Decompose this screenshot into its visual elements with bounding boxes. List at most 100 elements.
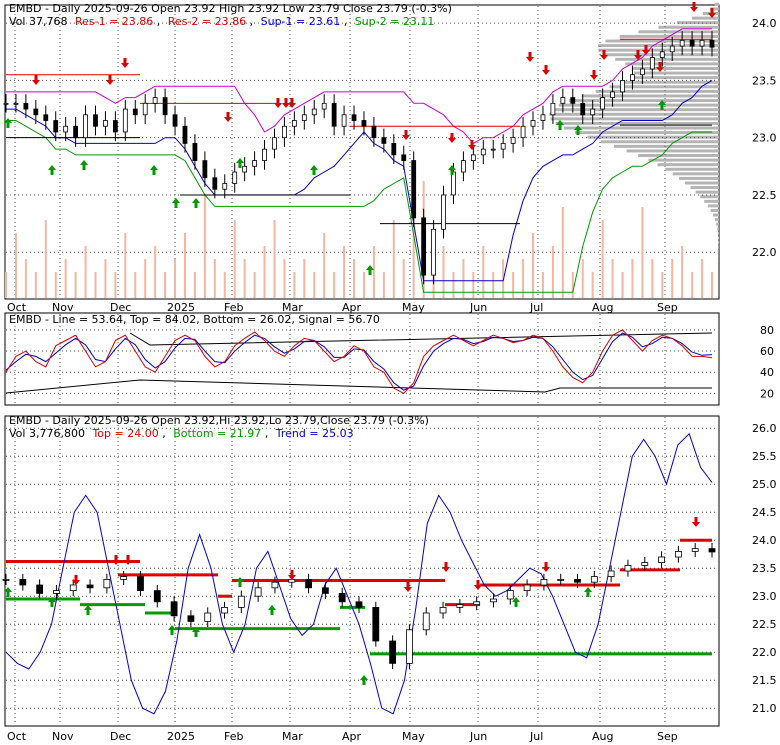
trend-stat-sep2: , xyxy=(265,427,269,440)
trend-candle-body-6 xyxy=(103,579,111,589)
price-magenta-line xyxy=(6,28,712,145)
stochastic-panel-frame xyxy=(4,312,720,406)
trend-candle-body-23 xyxy=(389,640,397,664)
price-candle-body-65 xyxy=(649,57,655,70)
trend-down-arrow-2 xyxy=(124,555,132,565)
price-candle-body-34 xyxy=(341,114,347,127)
price-profile-bar-45 xyxy=(632,66,719,70)
price-candle-body-13 xyxy=(132,108,138,116)
price-volume-bar-18 xyxy=(183,233,186,298)
price-y-tick-1: 23.5 xyxy=(752,74,777,87)
price-up-arrow-8 xyxy=(366,265,374,275)
price-volume-bar-30 xyxy=(303,259,306,298)
price-down-arrow-2 xyxy=(121,58,129,68)
price-volume-bar-10 xyxy=(104,259,107,298)
stochastic-y-ticks: 80 60 40 20 xyxy=(760,324,774,401)
trend-x-label-11: Sep xyxy=(657,730,678,743)
trend-title: EMBD - Daily 2025-09-26 Open 23.92,Hi 23… xyxy=(9,414,429,427)
price-volume-bar-40 xyxy=(402,259,405,298)
price-stat-sep1: , xyxy=(157,15,161,28)
price-candle-body-37 xyxy=(371,125,377,139)
price-y-tick-0: 24.0 xyxy=(752,17,777,30)
price-up-arrow-7 xyxy=(310,165,318,175)
price-down-arrow-6 xyxy=(288,98,296,108)
trend-candle-body-16 xyxy=(271,581,279,589)
price-candle-body-49 xyxy=(490,148,496,151)
trend-stat-trend: Trend = 25.03 xyxy=(275,427,354,440)
trend-candle-body-35 xyxy=(590,576,598,583)
price-volume-bar-7 xyxy=(74,272,77,298)
price-x-label-5: Mar xyxy=(282,301,303,314)
price-candle-body-22 xyxy=(222,183,228,190)
price-volume-bar-46 xyxy=(462,259,465,298)
price-volume-bar-49 xyxy=(492,272,495,298)
price-volume-bar-48 xyxy=(482,246,485,298)
price-candle-body-8 xyxy=(83,114,88,139)
trend-candle-body-29 xyxy=(490,598,497,603)
price-stat-res2: Res-2 = 23.86 xyxy=(168,15,246,28)
price-volume-bar-29 xyxy=(293,272,296,298)
price-volume-bar-66 xyxy=(661,272,664,298)
price-candle-body-45 xyxy=(451,171,456,196)
price-profile-bar-49 xyxy=(598,48,719,52)
price-volume-bar-22 xyxy=(223,272,226,298)
price-volume-bar-15 xyxy=(154,246,157,298)
price-volume-bar-68 xyxy=(681,246,684,298)
price-profile-bar-36 xyxy=(552,108,719,112)
price-down-arrow-3 xyxy=(224,112,232,122)
price-volume-bar-62 xyxy=(621,272,624,298)
price-candle-body-17 xyxy=(172,114,178,127)
price-candle-body-24 xyxy=(242,165,248,173)
price-profile-bar-26 xyxy=(638,154,719,158)
trend-candle-body-8 xyxy=(137,576,144,591)
price-x-label-6: Apr xyxy=(342,301,362,314)
price-volume-bar-13 xyxy=(134,272,137,298)
price-volume-bar-65 xyxy=(651,259,654,298)
price-up-arrow-6 xyxy=(236,158,244,168)
price-profile-bar-58 xyxy=(710,7,719,11)
price-y-tick-2: 23.0 xyxy=(752,132,777,145)
trend-candle-body-19 xyxy=(321,587,329,594)
price-profile-bar-38 xyxy=(568,99,719,103)
trend-candle-body-34 xyxy=(574,579,581,583)
price-up-arrow-9 xyxy=(448,165,456,175)
price-volume-bar-56 xyxy=(561,207,564,298)
price-candle-body-31 xyxy=(311,108,317,116)
price-y-ticks: 24.0 23.5 23.0 22.5 22.0 xyxy=(752,17,777,259)
price-volume-bar-70 xyxy=(701,259,704,298)
price-stat-sup2: Sup-2 = 23.11 xyxy=(355,15,435,28)
price-candle-body-35 xyxy=(351,114,357,121)
price-volume-bar-54 xyxy=(541,272,544,298)
price-candle-body-69 xyxy=(689,39,695,47)
price-down-arrow-4 xyxy=(274,98,282,108)
price-candles xyxy=(3,31,715,285)
price-down-arrow-0 xyxy=(32,75,40,85)
price-profile-bar-32 xyxy=(564,126,719,130)
price-profile-bar-35 xyxy=(549,112,719,116)
trend-candle-body-13 xyxy=(221,607,228,614)
price-volume-bar-50 xyxy=(502,259,505,298)
trend-x-label-5: Mar xyxy=(282,730,303,743)
price-volume-bar-69 xyxy=(691,272,694,298)
stochastic-main-line xyxy=(5,329,713,395)
price-profile-bar-31 xyxy=(574,131,719,135)
price-x-label-9: Jul xyxy=(529,301,543,314)
price-y-tick-3: 22.5 xyxy=(752,189,777,202)
price-profile-bar-15 xyxy=(707,204,719,208)
price-candle-body-46 xyxy=(461,160,466,173)
trend-stat-bottom: Bottom = 21.97 xyxy=(173,427,261,440)
trend-y-tick-8: 22.0 xyxy=(752,646,777,659)
trend-candle-body-36 xyxy=(607,570,615,577)
price-volume-bar-55 xyxy=(551,246,554,298)
price-x-label-2: Dec xyxy=(110,301,131,314)
price-candle-body-53 xyxy=(530,120,536,127)
trend-y-tick-2: 25.0 xyxy=(752,478,777,491)
trend-x-label-7: May xyxy=(402,730,425,743)
price-x-label-1: Nov xyxy=(52,301,74,314)
price-candle-body-71 xyxy=(709,39,715,48)
price-profile-bar-46 xyxy=(625,62,719,66)
price-volume-bar-27 xyxy=(273,220,276,298)
stochastic-y-tick-1: 60 xyxy=(760,345,774,358)
trend-down-arrow-4 xyxy=(404,582,412,592)
